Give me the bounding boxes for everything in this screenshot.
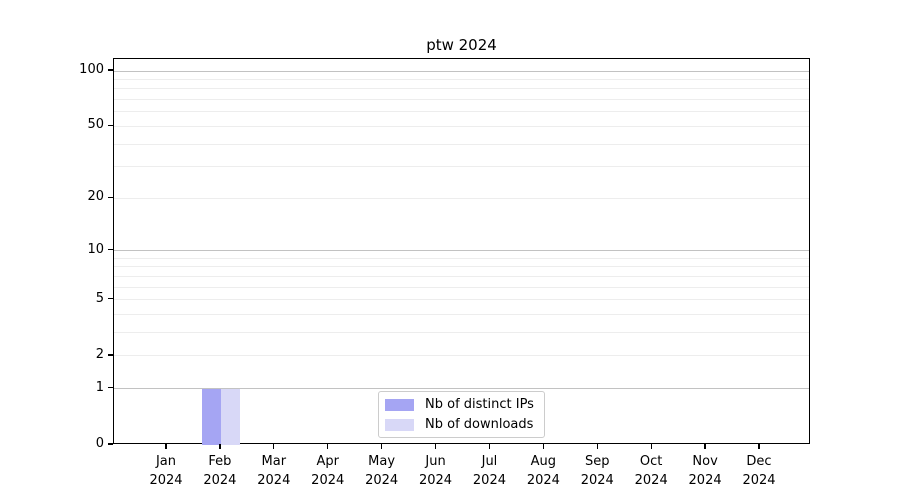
x-tick-label: Jan 2024 — [138, 452, 194, 490]
minor-gridline — [114, 286, 809, 288]
minor-gridline — [114, 125, 809, 127]
minor-gridline — [114, 332, 809, 334]
downloads-swatch-icon — [385, 418, 414, 431]
minor-gridline — [114, 275, 809, 277]
legend-row-distinct-ips: Nb of distinct IPs — [385, 397, 544, 412]
x-tick-month: May — [368, 454, 396, 469]
x-tick-label: Jun 2024 — [408, 452, 464, 490]
major-gridline — [114, 70, 809, 72]
x-tick-mark — [596, 444, 598, 449]
y-tick-mark — [108, 249, 113, 251]
x-tick-mark — [758, 444, 760, 449]
x-tick-mark — [488, 444, 491, 449]
x-tick-month: Jan — [155, 454, 177, 469]
y-tick-mark — [108, 196, 113, 198]
x-tick-mark — [327, 444, 329, 449]
x-tick-month: Nov — [692, 454, 718, 469]
x-tick-year: 2024 — [311, 473, 345, 488]
x-tick-year: 2024 — [149, 473, 183, 488]
minor-gridline — [114, 111, 809, 113]
bar-nb-of-downloads — [220, 388, 240, 445]
x-tick-year: 2024 — [580, 473, 614, 488]
x-tick-month: Sep — [585, 454, 610, 469]
x-tick-month: Jul — [481, 454, 498, 469]
y-tick-mark — [108, 387, 113, 389]
x-tick-year: 2024 — [526, 473, 560, 488]
x-tick-year: 2024 — [418, 473, 453, 488]
y-tick-label: 5 — [95, 290, 104, 306]
minor-gridline — [114, 257, 809, 259]
x-tick-year: 2024 — [688, 473, 722, 488]
y-tick-label: 2 — [95, 346, 104, 362]
legend-row-downloads: Nb of downloads — [385, 417, 544, 432]
chart-title: ptw 2024 — [426, 36, 497, 54]
x-tick-mark — [380, 444, 383, 449]
y-tick-label: 100 — [79, 62, 104, 77]
x-tick-month: Apr — [316, 454, 339, 469]
x-tick-mark — [434, 444, 437, 449]
x-tick-mark — [219, 444, 221, 449]
x-tick-label: Sep 2024 — [569, 452, 625, 490]
x-tick-label: Nov 2024 — [677, 452, 733, 490]
legend-label-distinct-ips: Nb of distinct IPs — [425, 397, 534, 412]
x-tick-month: Dec — [746, 454, 772, 469]
x-tick-mark — [650, 444, 652, 449]
minor-gridline — [114, 299, 809, 301]
x-tick-label: May 2024 — [354, 452, 410, 490]
x-tick-month: Mar — [261, 454, 287, 469]
y-tick-mark — [108, 443, 113, 445]
x-tick-month: Oct — [639, 454, 663, 469]
minor-gridline — [114, 78, 809, 80]
y-tick-mark — [108, 354, 113, 356]
bar-nb-of-distinct-ips — [201, 388, 221, 445]
y-tick-label: 20 — [87, 189, 104, 205]
distinct-ips-swatch-icon — [385, 398, 414, 411]
y-tick-mark — [108, 69, 113, 71]
x-tick-mark — [165, 444, 167, 449]
legend: Nb of distinct IPs Nb of downloads — [378, 391, 545, 438]
major-gridline — [114, 250, 809, 252]
x-tick-label: Dec 2024 — [731, 452, 787, 490]
x-tick-year: 2024 — [472, 473, 506, 488]
minor-gridline — [114, 314, 809, 316]
x-tick-label: Aug 2024 — [515, 452, 571, 490]
x-tick-year: 2024 — [203, 473, 237, 488]
x-tick-label: Apr 2024 — [300, 452, 356, 490]
minor-gridline — [114, 266, 809, 268]
x-tick-label: Mar 2024 — [246, 452, 302, 490]
x-tick-month: Feb — [208, 454, 232, 469]
y-tick-label: 50 — [87, 117, 104, 133]
x-tick-year: 2024 — [365, 473, 399, 488]
x-tick-label: Oct 2024 — [623, 452, 679, 490]
x-tick-mark — [273, 444, 275, 449]
x-tick-label: Jul 2024 — [461, 452, 517, 490]
x-tick-mark — [704, 444, 706, 449]
y-tick-label: 10 — [87, 241, 104, 257]
x-tick-month: Jun — [425, 454, 446, 469]
x-tick-mark — [542, 444, 544, 449]
plot-area — [113, 58, 810, 445]
y-tick-label: 0 — [95, 436, 104, 451]
legend-label-downloads: Nb of downloads — [425, 417, 534, 432]
major-gridline — [114, 388, 809, 390]
y-tick-mark — [108, 298, 113, 300]
y-tick-mark — [108, 124, 113, 127]
minor-gridline — [114, 143, 809, 145]
minor-gridline — [114, 99, 809, 101]
minor-gridline — [114, 166, 809, 168]
x-tick-label: Feb 2024 — [192, 452, 248, 490]
x-tick-year: 2024 — [257, 473, 291, 488]
minor-gridline — [114, 197, 809, 199]
x-tick-month: Aug — [530, 454, 557, 469]
x-tick-year: 2024 — [634, 473, 668, 488]
x-tick-year: 2024 — [742, 473, 776, 488]
y-tick-label: 1 — [95, 379, 104, 395]
minor-gridline — [114, 88, 809, 90]
minor-gridline — [114, 355, 809, 357]
